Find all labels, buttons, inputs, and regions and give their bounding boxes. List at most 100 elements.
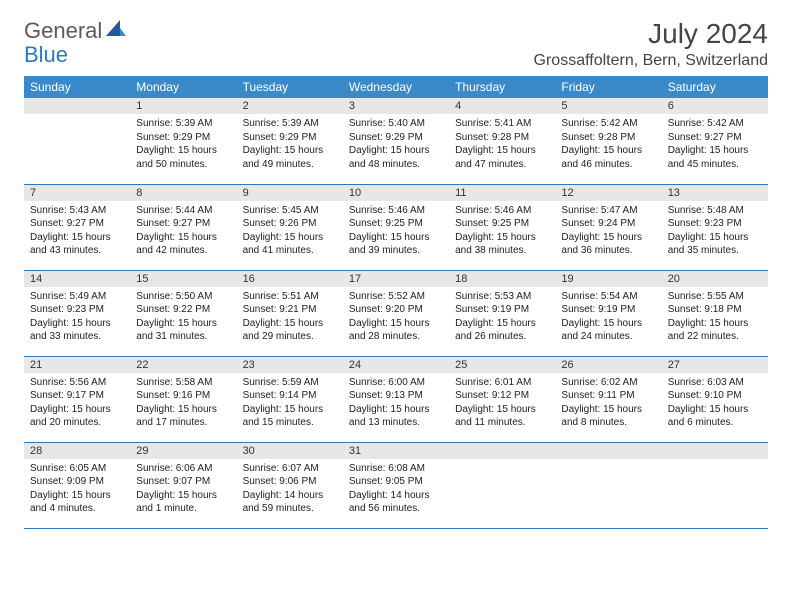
day-number: 15	[130, 271, 236, 287]
day-number: 22	[130, 357, 236, 373]
daylight-text: Daylight: 15 hours and 28 minutes.	[349, 317, 443, 344]
sunset-text: Sunset: 9:20 PM	[349, 303, 443, 317]
calendar-week-row: 7Sunrise: 5:43 AMSunset: 9:27 PMDaylight…	[24, 184, 768, 270]
location: Grossaffoltern, Bern, Switzerland	[534, 52, 768, 70]
day-number: 30	[237, 443, 343, 459]
day-number: 10	[343, 185, 449, 201]
day-details: Sunrise: 5:41 AMSunset: 9:28 PMDaylight:…	[449, 114, 555, 175]
calendar-day-cell: 5Sunrise: 5:42 AMSunset: 9:28 PMDaylight…	[555, 98, 661, 184]
sunset-text: Sunset: 9:25 PM	[349, 217, 443, 231]
day-number: 27	[662, 357, 768, 373]
calendar-day-cell: 31Sunrise: 6:08 AMSunset: 9:05 PMDayligh…	[343, 442, 449, 528]
sunrise-text: Sunrise: 6:02 AM	[561, 376, 655, 390]
day-details: Sunrise: 6:05 AMSunset: 9:09 PMDaylight:…	[24, 459, 130, 520]
daylight-text: Daylight: 15 hours and 20 minutes.	[30, 403, 124, 430]
day-number: 18	[449, 271, 555, 287]
calendar-day-cell: 3Sunrise: 5:40 AMSunset: 9:29 PMDaylight…	[343, 98, 449, 184]
sunrise-text: Sunrise: 6:06 AM	[136, 462, 230, 476]
calendar-day-cell: 26Sunrise: 6:02 AMSunset: 9:11 PMDayligh…	[555, 356, 661, 442]
sunset-text: Sunset: 9:11 PM	[561, 389, 655, 403]
day-number: 11	[449, 185, 555, 201]
logo-text-general: General	[24, 18, 102, 44]
calendar-day-cell: 20Sunrise: 5:55 AMSunset: 9:18 PMDayligh…	[662, 270, 768, 356]
sunset-text: Sunset: 9:13 PM	[349, 389, 443, 403]
sunset-text: Sunset: 9:09 PM	[30, 475, 124, 489]
day-details: Sunrise: 5:42 AMSunset: 9:28 PMDaylight:…	[555, 114, 661, 175]
day-number: 3	[343, 98, 449, 114]
day-number: 21	[24, 357, 130, 373]
calendar-day-cell: 2Sunrise: 5:39 AMSunset: 9:29 PMDaylight…	[237, 98, 343, 184]
sunrise-text: Sunrise: 5:43 AM	[30, 204, 124, 218]
calendar-day-cell: 30Sunrise: 6:07 AMSunset: 9:06 PMDayligh…	[237, 442, 343, 528]
calendar-day-cell: 7Sunrise: 5:43 AMSunset: 9:27 PMDaylight…	[24, 184, 130, 270]
sunset-text: Sunset: 9:29 PM	[243, 131, 337, 145]
calendar-day-cell: 19Sunrise: 5:54 AMSunset: 9:19 PMDayligh…	[555, 270, 661, 356]
weekday-header: Thursday	[449, 76, 555, 98]
daylight-text: Daylight: 15 hours and 36 minutes.	[561, 231, 655, 258]
day-details: Sunrise: 6:03 AMSunset: 9:10 PMDaylight:…	[662, 373, 768, 434]
day-number	[449, 443, 555, 459]
daylight-text: Daylight: 15 hours and 35 minutes.	[668, 231, 762, 258]
day-number: 14	[24, 271, 130, 287]
weekday-header-row: Sunday Monday Tuesday Wednesday Thursday…	[24, 76, 768, 98]
day-details: Sunrise: 5:53 AMSunset: 9:19 PMDaylight:…	[449, 287, 555, 348]
daylight-text: Daylight: 14 hours and 56 minutes.	[349, 489, 443, 516]
calendar-day-cell: 23Sunrise: 5:59 AMSunset: 9:14 PMDayligh…	[237, 356, 343, 442]
daylight-text: Daylight: 15 hours and 22 minutes.	[668, 317, 762, 344]
daylight-text: Daylight: 15 hours and 46 minutes.	[561, 144, 655, 171]
sunset-text: Sunset: 9:28 PM	[561, 131, 655, 145]
sunset-text: Sunset: 9:18 PM	[668, 303, 762, 317]
day-number: 4	[449, 98, 555, 114]
daylight-text: Daylight: 15 hours and 50 minutes.	[136, 144, 230, 171]
day-details: Sunrise: 5:51 AMSunset: 9:21 PMDaylight:…	[237, 287, 343, 348]
day-number: 29	[130, 443, 236, 459]
sunrise-text: Sunrise: 5:45 AM	[243, 204, 337, 218]
day-number: 17	[343, 271, 449, 287]
day-number: 16	[237, 271, 343, 287]
daylight-text: Daylight: 15 hours and 47 minutes.	[455, 144, 549, 171]
daylight-text: Daylight: 15 hours and 6 minutes.	[668, 403, 762, 430]
day-details: Sunrise: 5:59 AMSunset: 9:14 PMDaylight:…	[237, 373, 343, 434]
calendar-day-cell: 22Sunrise: 5:58 AMSunset: 9:16 PMDayligh…	[130, 356, 236, 442]
day-number: 20	[662, 271, 768, 287]
calendar-day-cell: 1Sunrise: 5:39 AMSunset: 9:29 PMDaylight…	[130, 98, 236, 184]
day-details: Sunrise: 5:39 AMSunset: 9:29 PMDaylight:…	[237, 114, 343, 175]
calendar-week-row: 14Sunrise: 5:49 AMSunset: 9:23 PMDayligh…	[24, 270, 768, 356]
sunset-text: Sunset: 9:10 PM	[668, 389, 762, 403]
calendar-week-row: 1Sunrise: 5:39 AMSunset: 9:29 PMDaylight…	[24, 98, 768, 184]
sunrise-text: Sunrise: 5:49 AM	[30, 290, 124, 304]
sunset-text: Sunset: 9:19 PM	[455, 303, 549, 317]
sunrise-text: Sunrise: 5:46 AM	[349, 204, 443, 218]
weekday-header: Friday	[555, 76, 661, 98]
day-number: 25	[449, 357, 555, 373]
sunset-text: Sunset: 9:23 PM	[668, 217, 762, 231]
sunset-text: Sunset: 9:25 PM	[455, 217, 549, 231]
sunrise-text: Sunrise: 5:51 AM	[243, 290, 337, 304]
calendar-day-cell: 24Sunrise: 6:00 AMSunset: 9:13 PMDayligh…	[343, 356, 449, 442]
day-number: 8	[130, 185, 236, 201]
sunrise-text: Sunrise: 5:55 AM	[668, 290, 762, 304]
sunrise-text: Sunrise: 5:52 AM	[349, 290, 443, 304]
day-details: Sunrise: 5:58 AMSunset: 9:16 PMDaylight:…	[130, 373, 236, 434]
day-number: 19	[555, 271, 661, 287]
sunrise-text: Sunrise: 5:48 AM	[668, 204, 762, 218]
daylight-text: Daylight: 15 hours and 26 minutes.	[455, 317, 549, 344]
calendar-day-cell: 15Sunrise: 5:50 AMSunset: 9:22 PMDayligh…	[130, 270, 236, 356]
sunrise-text: Sunrise: 6:01 AM	[455, 376, 549, 390]
calendar-week-row: 28Sunrise: 6:05 AMSunset: 9:09 PMDayligh…	[24, 442, 768, 528]
day-details: Sunrise: 5:56 AMSunset: 9:17 PMDaylight:…	[24, 373, 130, 434]
day-details: Sunrise: 5:55 AMSunset: 9:18 PMDaylight:…	[662, 287, 768, 348]
calendar-day-cell: 4Sunrise: 5:41 AMSunset: 9:28 PMDaylight…	[449, 98, 555, 184]
sunrise-text: Sunrise: 5:58 AM	[136, 376, 230, 390]
sunset-text: Sunset: 9:06 PM	[243, 475, 337, 489]
day-details: Sunrise: 5:42 AMSunset: 9:27 PMDaylight:…	[662, 114, 768, 175]
day-details: Sunrise: 5:40 AMSunset: 9:29 PMDaylight:…	[343, 114, 449, 175]
day-number: 2	[237, 98, 343, 114]
day-details: Sunrise: 5:48 AMSunset: 9:23 PMDaylight:…	[662, 201, 768, 262]
calendar-day-cell: 16Sunrise: 5:51 AMSunset: 9:21 PMDayligh…	[237, 270, 343, 356]
calendar-day-cell	[662, 442, 768, 528]
weekday-header: Saturday	[662, 76, 768, 98]
day-number	[555, 443, 661, 459]
day-number: 5	[555, 98, 661, 114]
sunrise-text: Sunrise: 5:41 AM	[455, 117, 549, 131]
